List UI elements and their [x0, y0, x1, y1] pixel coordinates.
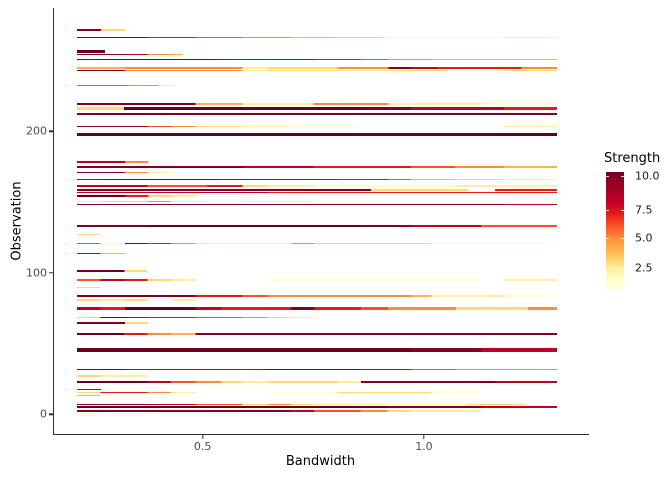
observation-line	[77, 200, 315, 203]
observation-line	[77, 405, 557, 408]
legend-tick-label: 10.0	[635, 169, 660, 183]
x-axis-tick	[201, 435, 204, 439]
observation-line	[77, 375, 148, 377]
observation-line	[77, 166, 557, 168]
y-axis-tick-label: 200	[26, 124, 47, 138]
y-axis-tick	[49, 413, 53, 416]
observation-line	[77, 299, 196, 301]
x-axis-tick-label: 1.0	[415, 440, 433, 453]
observation-line	[77, 368, 557, 371]
x-axis-tick	[423, 435, 425, 439]
observation-line	[77, 178, 557, 181]
observation-line	[77, 252, 125, 255]
observation-line	[77, 67, 557, 69]
observation-line	[77, 332, 557, 336]
observation-line	[77, 413, 101, 415]
observation-line	[77, 403, 526, 406]
observation-line	[77, 225, 557, 227]
observation-line	[77, 50, 106, 53]
x-axis-title: Bandwidth	[285, 454, 356, 469]
observation-line	[77, 189, 557, 191]
observation-line	[77, 394, 101, 397]
observation-line	[77, 203, 557, 206]
legend-colorbar: 10.0 7.5 5.0 2.5	[606, 170, 660, 290]
observation-line	[77, 242, 557, 245]
observation-line	[77, 58, 557, 61]
observation-line	[77, 171, 171, 174]
observation-line	[77, 194, 197, 198]
observation-line	[77, 322, 148, 324]
legend-tick-mark	[606, 176, 609, 178]
observation-line	[77, 388, 102, 391]
y-axis-tick	[49, 130, 53, 132]
legend-tick-label: 7.5	[635, 203, 653, 217]
legend-tick-mark	[621, 176, 624, 178]
observation-line	[77, 279, 557, 281]
observation-line	[77, 380, 557, 384]
observation-line	[77, 348, 557, 353]
plot-area: 0.5 1.0 0 100 200	[26, 8, 589, 453]
legend-tick-mark	[606, 237, 609, 240]
legend: Strength 10.0 7.5 5.0 2.5	[604, 151, 670, 290]
observation-line	[77, 107, 557, 111]
observation-line	[77, 295, 557, 297]
y-axis-tick	[49, 272, 53, 274]
legend-tick-label: 2.5	[635, 261, 653, 275]
observation-line	[77, 191, 557, 194]
x-axis-tick-label: 0.5	[193, 440, 212, 453]
observation-line	[77, 133, 557, 137]
observation-line	[77, 36, 557, 39]
legend-title: Strength	[604, 151, 661, 166]
observation-line	[77, 270, 148, 272]
observation-line	[77, 286, 101, 289]
observation-line	[77, 125, 557, 128]
legend-tick-label: 5.0	[635, 231, 653, 245]
observation-line	[77, 103, 557, 105]
observation-line	[77, 306, 557, 310]
observation-line	[77, 113, 557, 115]
legend-tick-mark	[606, 209, 609, 211]
observation-line	[77, 29, 126, 31]
y-axis-title: Observation	[9, 181, 25, 261]
observation-line	[77, 84, 174, 87]
observation-line	[77, 233, 101, 236]
observation-line	[77, 184, 557, 188]
observation-line	[77, 391, 482, 394]
legend-tick-mark	[621, 209, 624, 211]
y-axis-tick-label: 100	[26, 266, 47, 280]
legend-tick-mark	[621, 237, 624, 240]
y-axis-tick-label: 0	[40, 407, 47, 421]
observation-line	[77, 53, 184, 56]
observation-line	[77, 161, 148, 163]
observation-line	[77, 69, 557, 72]
legend-tick-mark	[621, 268, 624, 270]
observation-line	[77, 316, 315, 319]
observation-line	[77, 410, 482, 412]
legend-tick-mark	[606, 268, 609, 270]
